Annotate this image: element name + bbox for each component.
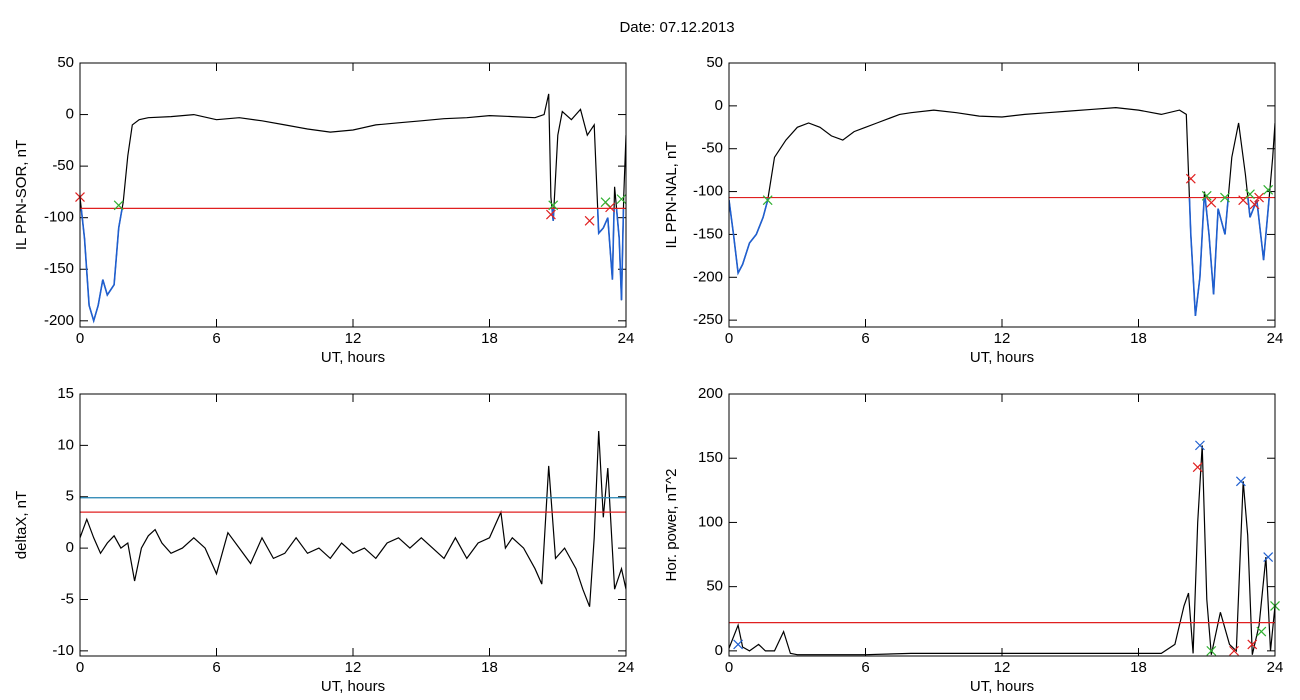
y-axis-label: IL PPN-NAL, nT: [663, 142, 680, 249]
data-line-below-threshold: [729, 197, 1270, 316]
x-axis-label: UT, hours: [970, 349, 1034, 366]
x-tick-label: 24: [618, 659, 635, 676]
y-tick-label: 0: [715, 642, 723, 659]
x-tick-label: 0: [725, 330, 733, 347]
y-tick-label: -10: [52, 642, 74, 659]
marker: [1247, 639, 1258, 650]
marker: [1206, 197, 1217, 208]
y-tick-label: 0: [66, 106, 74, 123]
marker: [1220, 192, 1230, 203]
marker: [584, 215, 595, 226]
y-tick-label: 0: [66, 539, 74, 556]
y-tick-label: -50: [52, 157, 74, 174]
x-tick-label: 12: [994, 330, 1011, 347]
x-axis-label: UT, hours: [970, 678, 1034, 695]
y-tick-label: -200: [693, 268, 723, 285]
plot-frame: [728, 62, 1276, 328]
y-tick-label: 0: [715, 97, 723, 114]
marker: [1229, 645, 1239, 656]
panel: 0 6 12 18 24 200 150 100 50 0 UT, hours Hor. power,…: [663, 385, 1283, 695]
y-tick-label: -100: [44, 209, 74, 226]
x-tick-label: 18: [481, 330, 498, 347]
y-tick-label: 50: [706, 578, 723, 595]
marker: [548, 200, 559, 211]
x-tick-label: 0: [76, 330, 84, 347]
marker: [1245, 189, 1255, 200]
x-tick-label: 12: [345, 659, 362, 676]
y-tick-label: -50: [701, 140, 723, 157]
data-line: [729, 106, 1275, 316]
marker: [762, 195, 773, 206]
marker: [1195, 440, 1205, 451]
marker: [546, 209, 556, 220]
marker: [616, 194, 627, 205]
marker: [113, 200, 124, 211]
y-tick-label: 5: [66, 488, 74, 505]
marker: [1206, 645, 1217, 656]
marker: [1256, 626, 1267, 637]
y-tick-label: 150: [698, 449, 723, 466]
y-tick-label: 15: [57, 385, 74, 402]
x-tick-label: 12: [994, 659, 1011, 676]
x-tick-label: 6: [861, 659, 869, 676]
plot-frame: [728, 393, 1276, 657]
x-tick-label: 18: [1130, 330, 1147, 347]
data-line: [80, 93, 626, 323]
x-tick-label: 6: [212, 330, 220, 347]
x-tick-label: 0: [725, 659, 733, 676]
plot-frame: [79, 393, 627, 657]
y-tick-label: -150: [693, 225, 723, 242]
y-axis-label: IL PPN-SOR, nT: [13, 140, 30, 250]
x-tick-label: 0: [76, 659, 84, 676]
y-tick-label: 50: [57, 54, 74, 71]
x-tick-label: 18: [481, 659, 498, 676]
data-line: [80, 430, 626, 607]
data-line: [729, 445, 1275, 656]
x-axis-label: UT, hours: [321, 349, 385, 366]
panel: 0 6 12 18 24 15 10 5 0 -5 -10 UT, hours deltaX, nT: [13, 385, 634, 695]
data-line-below-threshold: [80, 208, 625, 324]
y-tick-label: 10: [57, 436, 74, 453]
panel: 0 6 12 18 24 50 0 -50 -100 -150 -200 UT, hours IL PP…: [13, 54, 634, 366]
x-tick-label: 12: [345, 330, 362, 347]
marker: [1201, 190, 1212, 201]
panel: 0 6 12 18 24 50 0 -50 -100 -150 -200 -250 UT, hours I…: [663, 54, 1283, 366]
marker: [1263, 552, 1274, 563]
x-tick-label: 24: [1267, 330, 1284, 347]
marker: [1235, 476, 1246, 487]
y-tick-label: -250: [693, 311, 723, 328]
y-tick-label: 100: [698, 513, 723, 530]
marker: [1185, 173, 1196, 184]
y-tick-label: 50: [706, 54, 723, 71]
y-axis-label: Hor. power, nT^2: [663, 469, 680, 582]
y-tick-label: -5: [61, 590, 74, 607]
x-axis-label: UT, hours: [321, 678, 385, 695]
x-tick-label: 6: [212, 659, 220, 676]
marker: [600, 197, 611, 208]
marker: [733, 639, 744, 650]
figure-title: Date: 07.12.2013: [619, 19, 734, 36]
marker: [1192, 462, 1203, 473]
x-tick-label: 6: [861, 330, 869, 347]
y-tick-label: -100: [693, 183, 723, 200]
x-tick-label: 24: [618, 330, 635, 347]
y-tick-label: 200: [698, 385, 723, 402]
plot-frame: [79, 62, 627, 328]
y-tick-label: -200: [44, 312, 74, 329]
x-tick-label: 18: [1130, 659, 1147, 676]
marker: [1249, 199, 1260, 210]
y-axis-label: deltaX, nT: [13, 491, 30, 559]
x-tick-label: 24: [1267, 659, 1284, 676]
y-tick-label: -150: [44, 260, 74, 277]
marker: [1254, 192, 1264, 203]
marker: [1263, 184, 1274, 195]
